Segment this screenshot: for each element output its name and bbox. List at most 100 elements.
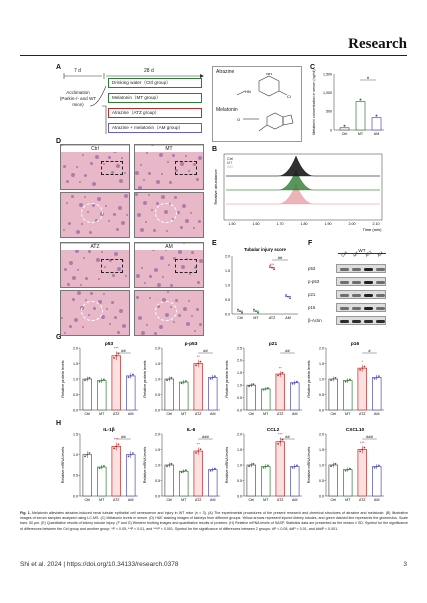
bar	[328, 378, 338, 411]
data-point	[103, 465, 105, 467]
y-tick-label: 0.5	[225, 298, 230, 302]
y-axis-label: Relative abundance	[213, 169, 218, 205]
bar	[290, 382, 300, 411]
data-point	[214, 467, 216, 470]
y-tick-label: 0.0	[73, 408, 78, 412]
x-tick-label: AM	[210, 498, 215, 502]
y-tick-label: 2.5	[237, 346, 242, 350]
y-tick-label: 1.0	[155, 463, 160, 467]
chart-title: CXCL10	[346, 427, 365, 433]
x-tick-label: AM	[292, 498, 297, 502]
x-tick-label: ATZ	[359, 498, 366, 502]
bar-chart: 1.5 1.0 0.5 0.0 Ctrl MT ATZ AM ##*** IL-1β Relativ…	[61, 427, 138, 502]
y-tick-label: 2.0	[237, 432, 242, 436]
data-point	[182, 381, 185, 383]
sig-marker: ##	[285, 348, 290, 353]
data-point	[86, 453, 89, 456]
x-tick-label: 2.10	[373, 222, 380, 226]
bar	[82, 454, 92, 497]
y-tick-label: 0	[330, 128, 332, 132]
x-tick-label: AM	[292, 412, 297, 416]
blot-band	[376, 281, 385, 284]
blot-strip	[336, 277, 386, 286]
blot-strip	[336, 316, 386, 325]
panel-label-g: G	[56, 334, 62, 341]
data-point	[279, 440, 282, 443]
data-point	[239, 310, 241, 312]
data-point	[277, 374, 279, 377]
data-point	[250, 384, 253, 387]
data-point	[195, 364, 197, 367]
data-point	[129, 453, 132, 456]
y-tick-label: 1.0	[237, 463, 242, 467]
x-tick-label: 1.50	[229, 222, 236, 226]
sig-marker: ###	[366, 434, 373, 439]
figure-caption: Fig. 1. Melatonin alleviates atrazine-in…	[20, 511, 408, 532]
group-box: Drinking water（Ctrl group）	[108, 78, 202, 88]
tubular-injury-chart: Tubular injury score 2.0 1.5 1.0 0.5 0.0 Ctrl M…	[225, 247, 298, 320]
x-tick-label: 1.80	[301, 222, 308, 226]
data-point	[199, 448, 202, 451]
figure: A 7 d 28 d Acclimation (Parkin-/- and WT m…	[56, 64, 388, 508]
data-point	[296, 380, 298, 383]
data-point	[330, 465, 332, 468]
bar	[261, 388, 271, 411]
blot-band	[352, 268, 361, 271]
data-point	[262, 466, 265, 469]
data-point	[132, 373, 134, 376]
data-point	[241, 311, 243, 314]
data-point	[363, 365, 366, 368]
y-axis-label: Relative mRNA levels	[143, 447, 147, 484]
data-point	[255, 310, 257, 312]
y-axis-label: Relative mRNA levels	[61, 447, 65, 484]
bar	[371, 117, 382, 131]
y-tick-label: 0.5	[73, 474, 78, 478]
x-tick-label: Ctrl	[330, 498, 336, 502]
data-point	[285, 294, 287, 296]
svg-text:NH: NH	[266, 73, 272, 76]
data-point	[344, 469, 347, 472]
bar	[97, 380, 107, 411]
blot-band	[352, 294, 361, 297]
histology-title: MT	[135, 146, 203, 152]
data-point	[378, 375, 380, 378]
caption-text: Melatonin alleviates atrazine-induced re…	[20, 511, 408, 531]
y-tick-label: 1,000	[323, 91, 332, 95]
y-tick-label: 1.0	[225, 283, 230, 287]
y-axis-label: Relative protein levels	[143, 360, 147, 397]
glomerulus-outline	[155, 203, 177, 223]
data-point	[277, 443, 279, 445]
bar-chart: 2.0 1.5 1.0 0.5 0.0 Ctrl MT ATZ AM ##** p-p53 Relat…	[143, 341, 220, 416]
x-tick-label: MT	[263, 498, 269, 502]
chart-title: p53	[105, 341, 114, 347]
bar-chart: 2.0 1.5 1.0 0.5 0.0 Ctrl MT ATZ AM ##***CCL2 Relat…	[225, 427, 302, 502]
y-tick-label: 0.0	[319, 408, 324, 412]
bar	[179, 381, 189, 411]
y-tick-label: 1.0	[73, 377, 78, 381]
data-point	[269, 265, 271, 267]
blot-band	[364, 307, 373, 310]
data-point	[113, 357, 115, 359]
chart-title: p21	[269, 341, 278, 347]
y-tick-label: 1.5	[225, 269, 230, 273]
y-tick-label: 0.0	[237, 408, 242, 412]
histology-title: Ctrl	[61, 146, 129, 152]
x-tick-label: ATZ	[113, 412, 120, 416]
x-tick-label: 1.70	[277, 222, 284, 226]
y-tick-label: 2.0	[319, 346, 324, 350]
bar	[355, 101, 366, 131]
bar	[126, 454, 136, 497]
data-point	[214, 375, 216, 378]
y-tick-label: 0.5	[73, 393, 78, 397]
blot-band	[376, 307, 385, 310]
y-tick-label: 0.0	[225, 312, 230, 316]
svg-text:Cl: Cl	[287, 94, 291, 99]
data-point	[195, 451, 197, 454]
data-point	[349, 378, 351, 381]
data-point	[346, 379, 349, 382]
bar	[111, 446, 121, 497]
data-point	[185, 469, 187, 472]
sig-marker: ##	[121, 434, 126, 439]
histology-image: MT	[134, 144, 204, 190]
x-tick-label: AM	[374, 132, 379, 136]
